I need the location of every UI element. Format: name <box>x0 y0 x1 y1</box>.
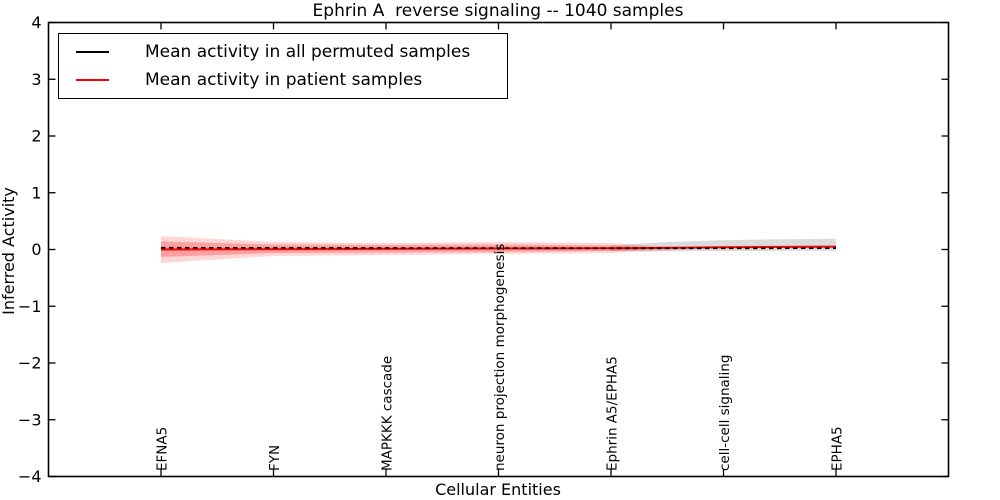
y-tick-label: −2 <box>18 354 42 373</box>
legend-item-patient: Mean activity in patient samples <box>59 67 507 93</box>
y-axis-label: Inferred Activity <box>0 187 18 315</box>
chart-title: Ephrin A reverse signaling -- 1040 sampl… <box>312 1 684 21</box>
x-tick-label: cell-cell signaling <box>717 355 733 471</box>
x-tick-label: Ephrin A5/EPHA5 <box>605 356 621 471</box>
y-tick-label: 4 <box>31 13 41 32</box>
x-tick-label: FYN <box>267 445 283 471</box>
y-tick-label: 0 <box>31 240 41 259</box>
legend: Mean activity in all permuted samples Me… <box>58 33 508 99</box>
legend-line-patient-icon <box>76 79 109 81</box>
legend-label-permuted: Mean activity in all permuted samples <box>145 41 471 62</box>
y-tick-label: −4 <box>18 467 42 486</box>
y-tick-label: 1 <box>31 183 41 202</box>
x-axis-label: Cellular Entities <box>435 480 561 499</box>
y-tick-label: 3 <box>31 70 41 89</box>
legend-line-permuted-icon <box>76 51 109 53</box>
x-tick-label: MAPKKK cascade <box>380 356 396 471</box>
x-tick-label: neuron projection morphogenesis <box>492 244 508 471</box>
y-tick-label: −1 <box>18 297 42 316</box>
y-tick-label: 2 <box>31 127 41 146</box>
x-tick-label: EFNA5 <box>155 427 171 471</box>
legend-item-permuted: Mean activity in all permuted samples <box>59 39 507 65</box>
y-tick-label: −3 <box>18 410 42 429</box>
legend-label-patient: Mean activity in patient samples <box>145 69 423 90</box>
x-tick-label: EPHA5 <box>830 426 846 471</box>
